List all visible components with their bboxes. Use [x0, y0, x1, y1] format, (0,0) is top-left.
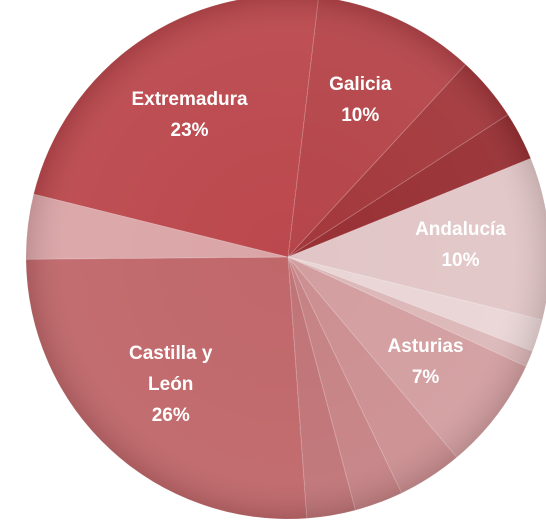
category-label: Galicia	[329, 73, 392, 95]
slice-label: Andalucía 10%	[395, 214, 525, 276]
category-label: Castilla y León	[129, 342, 213, 395]
category-label: Asturias	[387, 335, 464, 357]
value-label: 10%	[341, 104, 380, 126]
slice-label: Castilla y León 26%	[106, 338, 236, 431]
value-label: 23%	[170, 119, 209, 141]
category-label: Extremadura	[131, 88, 248, 110]
pie-shading	[26, 0, 546, 519]
slice-label: Asturias 7%	[361, 331, 491, 393]
value-label: 7%	[411, 366, 440, 388]
value-label: 26%	[151, 404, 190, 426]
slice-label: Galicia 10%	[295, 69, 425, 131]
slice-label: Extremadura 23%	[125, 84, 255, 146]
value-label: 10%	[441, 249, 480, 271]
category-label: Andalucía	[415, 218, 506, 240]
